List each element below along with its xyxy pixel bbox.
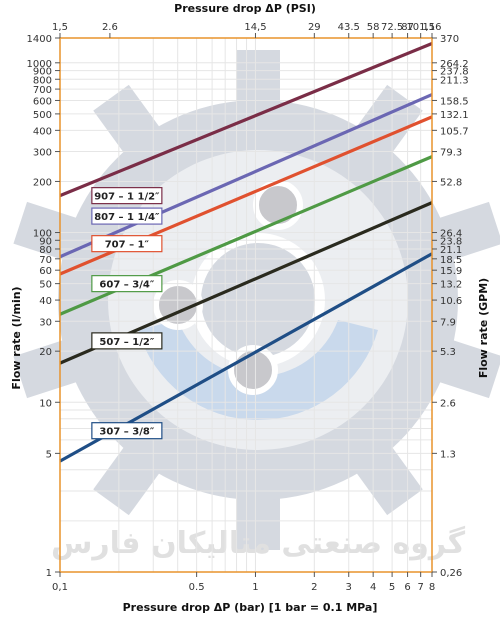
watermark-text: گروه صنعتی متالیکان فارس (51, 525, 466, 561)
x-axis-ticks: 0,1 0.5 1 2 3 4 5 6 7 8 (52, 572, 435, 593)
top-tick-label: 101,5 (406, 22, 435, 33)
series-label-5: 307 – 3/8″ (99, 427, 154, 438)
plot-frame (59, 37, 433, 573)
right-axis-title: Flow rate (GPM) (477, 278, 490, 378)
right-tick-label: 52.8 (440, 177, 462, 188)
series-labels: 907 – 1 1/2″ 807 – 1 1/4″ 707 – 1″ 607 – 3/… (91, 187, 163, 440)
right-tick-label: 0,26 (440, 568, 462, 579)
y-tick-label: 40 (39, 296, 52, 307)
x-tick-label: 1 (252, 582, 258, 593)
y-tick-label: 300 (33, 148, 52, 159)
top-tick-label: 29 (308, 22, 321, 33)
series-label-0: 907 – 1 1/2″ (94, 192, 160, 203)
x-tick-label: 4 (370, 582, 376, 593)
y-tick-label: 10 (39, 398, 52, 409)
right-tick-label: 18.5 (440, 255, 462, 266)
right-tick-label: 15.9 (440, 266, 462, 277)
right-tick-label: 370 (440, 34, 459, 45)
x-axis-title: Pressure drop ΔP (bar) [1 bar = 0.1 MPa] (123, 601, 378, 614)
top-tick-label: 58 (367, 22, 380, 33)
y-tick-label: 400 (33, 126, 52, 137)
top-tick-label: 116 (422, 22, 441, 33)
y-tick-label: 90 (39, 236, 52, 247)
top-tick-label: 2.6 (102, 22, 118, 33)
y-tick-label: 500 (33, 110, 52, 121)
bearing-arc (138, 320, 378, 421)
series-label-1: 807 – 1 1/4″ (94, 212, 160, 223)
top-axis-title: Pressure drop ΔP (PSI) (174, 2, 316, 15)
series-label-2: 707 – 1″ (105, 240, 150, 251)
x-tick-label: 0,1 (52, 582, 68, 593)
right-tick-label: 132.1 (440, 110, 469, 121)
y-axis-title: Flow rate (l/min) (10, 286, 23, 389)
right-tick-label: 1.3 (440, 449, 456, 460)
top-tick-label: 14,5 (244, 22, 266, 33)
y-tick-label: 800 (33, 75, 52, 86)
right-tick-label: 158.5 (440, 96, 469, 107)
y-tick-label: 20 (39, 347, 52, 358)
y-tick-label: 5 (46, 449, 52, 460)
x-tick-label: 6 (404, 582, 410, 593)
right-tick-label: 211.3 (440, 75, 469, 86)
series-label-box-1 (91, 207, 163, 225)
y-tick-label: 70 (39, 255, 52, 266)
y-tick-label: 1000 (27, 59, 52, 70)
x-tick-label: 0.5 (189, 582, 205, 593)
series-line-0 (59, 41, 433, 198)
right-tick-label: 237.8 (440, 67, 469, 78)
x-tick-label: 7 (417, 582, 423, 593)
x-tick-label: 3 (346, 582, 352, 593)
top-tick-label: 1,5 (52, 22, 68, 33)
y-tick-label: 700 (33, 85, 52, 96)
top-tick-label: 72.5 (381, 22, 403, 33)
top-tick-label: 43.5 (338, 22, 360, 33)
right-tick-label: 264.2 (440, 59, 469, 70)
right-axis-ticks: 0,26 1.3 2.6 5.3 7.9 10.6 13.2 15.918.521.123.8… (432, 34, 469, 579)
y-tick-label: 30 (39, 317, 52, 328)
right-tick-label: 26.4 (440, 229, 462, 240)
series-label-box-0 (91, 187, 163, 205)
right-tick-label: 5.3 (440, 347, 456, 358)
series-label-box-3 (91, 275, 163, 293)
y-tick-label: 200 (33, 177, 52, 188)
series-label-box-5 (91, 422, 163, 440)
y-tick-label: 50 (39, 280, 52, 291)
right-tick-label: 79.3 (440, 148, 462, 159)
right-tick-label: 10.6 (440, 296, 462, 307)
series-line-1 (59, 93, 433, 259)
y-tick-label: 1 (46, 568, 52, 579)
right-tick-label: 105.7 (440, 126, 469, 137)
x-tick-label: 8 (429, 582, 435, 593)
top-tick-label: 87 (401, 22, 414, 33)
x-tick-label: 5 (389, 582, 395, 593)
right-tick-label: 13.2 (440, 280, 462, 291)
x-tick-label: 2 (311, 582, 317, 593)
y-tick-label: 60 (39, 266, 52, 277)
y-tick-label: 1400 (27, 34, 52, 45)
y-tick-label: 80 (39, 245, 52, 256)
right-tick-label: 7.9 (440, 317, 456, 328)
series-label-box-2 (91, 235, 163, 253)
y-tick-label: 100 (33, 229, 52, 240)
series-label-3: 607 – 3/4″ (99, 280, 154, 291)
right-tick-label: 2.6 (440, 398, 456, 409)
series-label-4: 507 – 1/2″ (99, 337, 154, 348)
y-tick-label: 600 (33, 96, 52, 107)
right-tick-label: 23.8 (440, 236, 462, 247)
y-tick-label: 900 (33, 67, 52, 78)
right-tick-label: 21.1 (440, 245, 462, 256)
series-label-box-4 (91, 332, 163, 350)
